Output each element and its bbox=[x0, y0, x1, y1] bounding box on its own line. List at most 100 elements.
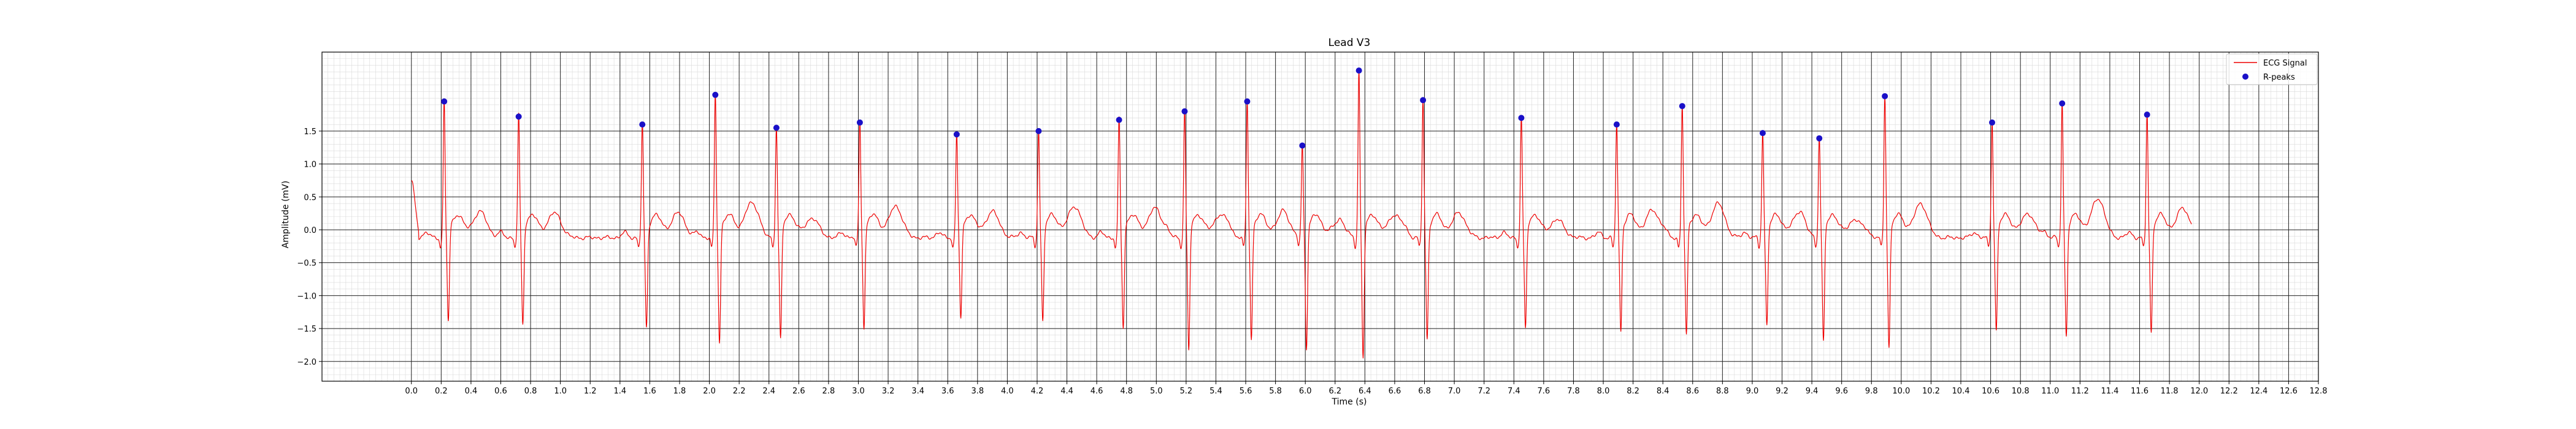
x-tick-label: 0.0 bbox=[405, 387, 418, 396]
x-tick-label: 2.2 bbox=[733, 387, 746, 396]
y-tick-label: 0.5 bbox=[304, 193, 316, 202]
x-tick-label: 3.2 bbox=[882, 387, 895, 396]
x-tick-label: 9.0 bbox=[1746, 387, 1759, 396]
plot-series bbox=[411, 67, 2192, 359]
y-tick-label: −2.0 bbox=[297, 358, 316, 367]
r-peak-marker bbox=[1989, 119, 1996, 126]
legend-label-ecg-signal: ECG Signal bbox=[2263, 59, 2307, 68]
x-tick-label: 1.6 bbox=[643, 387, 656, 396]
x-tick-label: 11.6 bbox=[2131, 387, 2149, 396]
x-tick-label: 3.6 bbox=[941, 387, 954, 396]
x-tick-label: 6.2 bbox=[1328, 387, 1341, 396]
x-tick-label: 5.0 bbox=[1150, 387, 1163, 396]
y-tick-label: −0.5 bbox=[297, 259, 316, 268]
x-tick-label: 7.2 bbox=[1478, 387, 1490, 396]
x-tick-label: 4.0 bbox=[1001, 387, 1014, 396]
x-tick-label: 8.0 bbox=[1597, 387, 1610, 396]
x-tick-label: 5.6 bbox=[1240, 387, 1252, 396]
r-peak-marker bbox=[639, 121, 646, 128]
y-axis-label: Amplitude (mV) bbox=[281, 181, 291, 248]
x-tick-label: 3.8 bbox=[971, 387, 984, 396]
x-tick-label: 3.4 bbox=[911, 387, 924, 396]
r-peak-marker bbox=[712, 91, 719, 98]
r-peak-marker bbox=[1882, 93, 1888, 99]
x-tick-label: 10.0 bbox=[1892, 387, 1910, 396]
y-axis-ticks: −2.0 −1.5 −1.0 −0.5 0.0 0.5 1.0 1.5 bbox=[297, 127, 322, 367]
x-tick-label: 6.8 bbox=[1418, 387, 1431, 396]
r-peak-marker bbox=[1035, 127, 1042, 134]
x-tick-label: 12.8 bbox=[2310, 387, 2328, 396]
x-tick-label: 9.6 bbox=[1835, 387, 1848, 396]
x-tick-label: 1.0 bbox=[554, 387, 567, 396]
r-peak-marker bbox=[953, 131, 960, 138]
x-tick-label: 11.4 bbox=[2101, 387, 2118, 396]
x-tick-label: 1.4 bbox=[613, 387, 626, 396]
r-peak-marker bbox=[1116, 116, 1122, 123]
x-tick-label: 1.2 bbox=[584, 387, 597, 396]
ecg-signal-line bbox=[411, 69, 2192, 359]
x-tick-label: 11.0 bbox=[2041, 387, 2059, 396]
y-tick-label: −1.0 bbox=[297, 292, 316, 301]
x-tick-label: 0.2 bbox=[435, 387, 448, 396]
x-tick-label: 8.4 bbox=[1657, 387, 1669, 396]
r-peak-marker bbox=[1420, 97, 1427, 104]
x-tick-label: 12.4 bbox=[2250, 387, 2267, 396]
x-tick-label: 12.2 bbox=[2220, 387, 2238, 396]
x-tick-label: 5.2 bbox=[1180, 387, 1193, 396]
x-tick-label: 8.6 bbox=[1686, 387, 1699, 396]
legend-box bbox=[2226, 53, 2318, 85]
x-axis-ticks: 0.0 0.2 0.4 0.6 0.8 1.0 1.2 1.4 1.6 1.8 2.0 2.2 2.4 2… bbox=[405, 381, 2327, 396]
minor-grid bbox=[321, 51, 2319, 381]
x-tick-label: 12.6 bbox=[2280, 387, 2298, 396]
r-peak-marker bbox=[1181, 108, 1188, 115]
x-tick-label: 4.6 bbox=[1091, 387, 1103, 396]
x-tick-label: 7.0 bbox=[1448, 387, 1461, 396]
x-tick-label: 7.4 bbox=[1508, 387, 1520, 396]
x-tick-label: 10.2 bbox=[1922, 387, 1940, 396]
x-tick-label: 7.8 bbox=[1567, 387, 1580, 396]
x-tick-label: 2.4 bbox=[762, 387, 775, 396]
y-tick-label: 1.0 bbox=[304, 161, 316, 170]
x-tick-label: 10.6 bbox=[1982, 387, 1999, 396]
r-peak-marker bbox=[1355, 67, 1362, 74]
x-tick-label: 10.8 bbox=[2012, 387, 2030, 396]
r-peak-marker bbox=[1244, 98, 1251, 105]
x-axis-label: Time (s) bbox=[1332, 397, 1367, 407]
y-tick-label: −1.5 bbox=[297, 325, 316, 334]
y-tick-label: 0.0 bbox=[304, 226, 316, 235]
major-grid bbox=[322, 52, 2319, 381]
x-tick-label: 1.8 bbox=[673, 387, 686, 396]
x-tick-label: 6.0 bbox=[1299, 387, 1312, 396]
x-tick-label: 8.2 bbox=[1627, 387, 1639, 396]
legend-label-r-peaks: R-peaks bbox=[2263, 73, 2295, 82]
x-tick-label: 0.4 bbox=[465, 387, 478, 396]
x-tick-label: 8.8 bbox=[1716, 387, 1729, 396]
r-peak-marker bbox=[2059, 100, 2066, 107]
x-tick-label: 11.2 bbox=[2071, 387, 2089, 396]
x-tick-label: 9.8 bbox=[1865, 387, 1878, 396]
x-tick-label: 4.4 bbox=[1060, 387, 1073, 396]
x-tick-label: 3.0 bbox=[852, 387, 865, 396]
r-peak-marker bbox=[1299, 142, 1306, 149]
x-tick-label: 4.2 bbox=[1031, 387, 1044, 396]
x-tick-label: 7.6 bbox=[1538, 387, 1551, 396]
x-tick-label: 5.8 bbox=[1269, 387, 1282, 396]
y-tick-label: 1.5 bbox=[304, 127, 316, 137]
chart-title: Lead V3 bbox=[1328, 37, 1371, 49]
x-tick-label: 2.6 bbox=[792, 387, 805, 396]
r-peak-marker bbox=[1679, 103, 1685, 110]
r-peak-marker bbox=[1759, 130, 1766, 137]
x-tick-label: 0.8 bbox=[524, 387, 537, 396]
r-peak-marker bbox=[1816, 135, 1823, 142]
r-peak-marker bbox=[1613, 121, 1620, 128]
x-tick-label: 10.4 bbox=[1952, 387, 1970, 396]
r-peak-marker bbox=[441, 98, 448, 105]
x-tick-label: 0.6 bbox=[494, 387, 507, 396]
x-tick-label: 6.4 bbox=[1359, 387, 1371, 396]
r-peak-marker bbox=[1518, 115, 1525, 121]
r-peak-marker bbox=[856, 119, 863, 126]
plot-frame bbox=[321, 51, 2319, 382]
x-tick-label: 4.8 bbox=[1120, 387, 1133, 396]
